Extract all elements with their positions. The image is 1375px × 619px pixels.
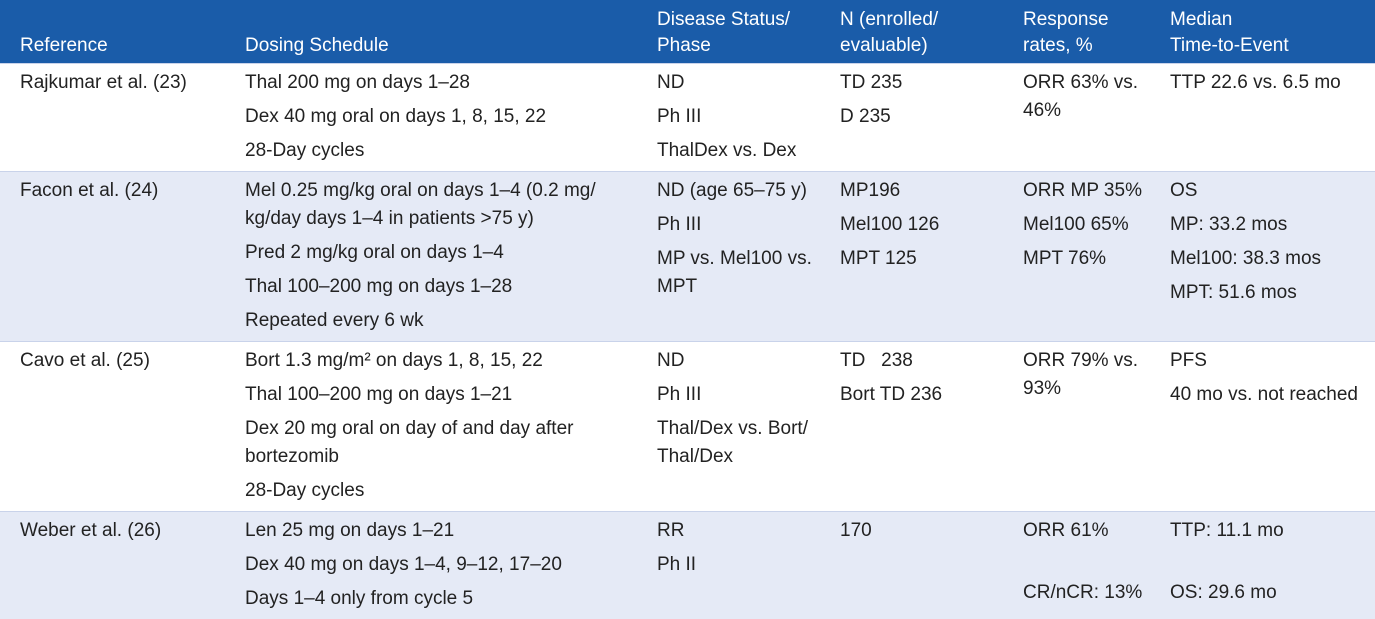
table-cell: Mel 0.25 mg/kg oral on days 1–4 (0.2 mg/… bbox=[245, 171, 657, 341]
cell-text: MP196 bbox=[840, 179, 901, 201]
cell-text: 28-Day cycles bbox=[245, 139, 365, 161]
cell-text: Ph II bbox=[657, 553, 697, 575]
table-cell: Rajkumar et al. (23) bbox=[0, 63, 245, 171]
cell-text: Repeated every 6 wk bbox=[245, 309, 424, 331]
cell-text: Days 1–4 only from cycle 5 bbox=[245, 587, 474, 609]
column-header: Response rates, % bbox=[1023, 8, 1109, 56]
column-header: N (enrolled/ evaluable) bbox=[840, 8, 939, 56]
cell-text: 28-Day cycles bbox=[245, 479, 365, 501]
cell-text: Rajkumar et al. (23) bbox=[20, 71, 187, 93]
table-cell: ORR 63% vs. 46% bbox=[1023, 63, 1170, 171]
cell-text: OS bbox=[1170, 179, 1198, 201]
cell-text: Thal 100–200 mg on days 1–21 bbox=[245, 383, 513, 405]
cell-text: MPT 125 bbox=[840, 247, 917, 269]
cell-text: Ph III bbox=[657, 383, 702, 405]
cell-text: Ph III bbox=[657, 105, 702, 127]
table-row: Facon et al. (24) Mel 0.25 mg/kg oral on … bbox=[0, 171, 1375, 341]
table-cell: MP196 Mel100 126 MPT 125 bbox=[840, 171, 1023, 341]
table-cell: TD 235 D 235 bbox=[840, 63, 1023, 171]
cell-text: TD 235 bbox=[840, 71, 903, 93]
cell-text: Dex 20 mg oral on day of and day after b… bbox=[245, 417, 574, 467]
cell-text: Facon et al. (24) bbox=[20, 179, 159, 201]
cell-text: Pred 2 mg/kg oral on days 1–4 bbox=[245, 241, 504, 263]
table-cell: ND Ph III Thal/Dex vs. Bort/ Thal/Dex bbox=[657, 341, 840, 511]
cell-text: Mel100 65% bbox=[1023, 213, 1129, 235]
cell-text: MP vs. Mel100 vs. MPT bbox=[657, 247, 812, 297]
cell-text: MPT 76% bbox=[1023, 247, 1107, 269]
cell-text: Mel100 126 bbox=[840, 213, 940, 235]
cell-text: Thal/Dex vs. Bort/ Thal/Dex bbox=[657, 417, 808, 467]
table-cell: ORR 61% CR/nCR: 13% bbox=[1023, 511, 1170, 619]
cell-text: ORR 63% vs. 46% bbox=[1023, 71, 1139, 121]
column-header: Dosing Schedule bbox=[245, 34, 389, 56]
table-cell: Thal 200 mg on days 1–28 Dex 40 mg oral o… bbox=[245, 63, 657, 171]
table-cell: Cavo et al. (25) bbox=[0, 341, 245, 511]
column-header: Disease Status/ Phase bbox=[657, 8, 791, 56]
table-cell: OS MP: 33.2 mos Mel100: 38.3 mos MPT: 51.6 … bbox=[1170, 171, 1375, 341]
table-cell: ORR MP 35% Mel100 65% MPT 76% bbox=[1023, 171, 1170, 341]
cell-text: ND bbox=[657, 71, 685, 93]
cell-text: OS: 29.6 mo bbox=[1170, 581, 1277, 603]
cell-text: Bort TD 236 bbox=[840, 383, 943, 405]
table-cell: RR Ph II bbox=[657, 511, 840, 619]
cell-text: Dex 40 mg oral on days 1, 8, 15, 22 bbox=[245, 105, 547, 127]
table-cell: PFS 40 mo vs. not reached bbox=[1170, 341, 1375, 511]
cell-text: Thal 200 mg on days 1–28 bbox=[245, 71, 470, 93]
cell-text: Ph III bbox=[657, 213, 702, 235]
cell-text: ORR 61% bbox=[1023, 519, 1109, 541]
cell-text: RR bbox=[657, 519, 685, 541]
cell-text: ORR 79% vs. 93% bbox=[1023, 349, 1139, 399]
cell-text: Weber et al. (26) bbox=[20, 519, 162, 541]
cell-text: Dex 40 mg on days 1–4, 9–12, 17–20 bbox=[245, 553, 562, 575]
cell-text: MPT: 51.6 mos bbox=[1170, 281, 1297, 303]
cell-text: 170 bbox=[840, 519, 872, 541]
cell-text: Mel 0.25 mg/kg oral on days 1–4 (0.2 mg/… bbox=[245, 179, 596, 229]
table-cell: Facon et al. (24) bbox=[0, 171, 245, 341]
table-cell: TTP 22.6 vs. 6.5 mo bbox=[1170, 63, 1375, 171]
cell-text: 40 mo vs. not reached bbox=[1170, 383, 1358, 405]
table-cell: Weber et al. (26) bbox=[0, 511, 245, 619]
cell-text: Mel100: 38.3 mos bbox=[1170, 247, 1322, 269]
table-cell: Bort 1.3 mg/m² on days 1, 8, 15, 22 Thal … bbox=[245, 341, 657, 511]
table-cell: TD 238 Bort TD 236 bbox=[840, 341, 1023, 511]
cell-text: Thal 100–200 mg on days 1–28 bbox=[245, 275, 513, 297]
table-row: Rajkumar et al. (23) Thal 200 mg on days … bbox=[0, 63, 1375, 171]
cell-text: TD 238 bbox=[840, 349, 913, 371]
table-row: Cavo et al. (25) Bort 1.3 mg/m² on days 1… bbox=[0, 341, 1375, 511]
cell-text: Cavo et al. (25) bbox=[20, 349, 150, 371]
column-header: Median Time-to-Event bbox=[1170, 8, 1289, 56]
table-cell: ORR 79% vs. 93% bbox=[1023, 341, 1170, 511]
table-cell: 170 bbox=[840, 511, 1023, 619]
cell-text: ThalDex vs. Dex bbox=[657, 139, 797, 161]
table-cell: ND Ph III ThalDex vs. Dex bbox=[657, 63, 840, 171]
cell-text: CR/nCR: 13% bbox=[1023, 581, 1143, 603]
cell-text: ND (age 65–75 y) bbox=[657, 179, 807, 201]
cell-text: ND bbox=[657, 349, 685, 371]
cell-text: ORR MP 35% bbox=[1023, 179, 1142, 201]
cell-text: TTP 22.6 vs. 6.5 mo bbox=[1170, 71, 1341, 93]
cell-text: D 235 bbox=[840, 105, 891, 127]
table-cell: Len 25 mg on days 1–21 Dex 40 mg on days … bbox=[245, 511, 657, 619]
table-cell: ND (age 65–75 y) Ph III MP vs. Mel100 vs. … bbox=[657, 171, 840, 341]
header-row: Reference Dosing Schedule Disease Status/ … bbox=[0, 0, 1375, 63]
cell-text: MP: 33.2 mos bbox=[1170, 213, 1288, 235]
table-row: Weber et al. (26) Len 25 mg on days 1–21 D… bbox=[0, 511, 1375, 619]
table-body: Rajkumar et al. (23) Thal 200 mg on days … bbox=[0, 63, 1375, 619]
cell-text: Len 25 mg on days 1–21 bbox=[245, 519, 455, 541]
cell-text: TTP: 11.1 mo bbox=[1170, 519, 1284, 541]
cell-text: Bort 1.3 mg/m² on days 1, 8, 15, 22 bbox=[245, 349, 543, 371]
table-cell: TTP: 11.1 mo OS: 29.6 mo bbox=[1170, 511, 1375, 619]
column-header: Reference bbox=[20, 34, 108, 56]
cell-text: PFS bbox=[1170, 349, 1207, 371]
